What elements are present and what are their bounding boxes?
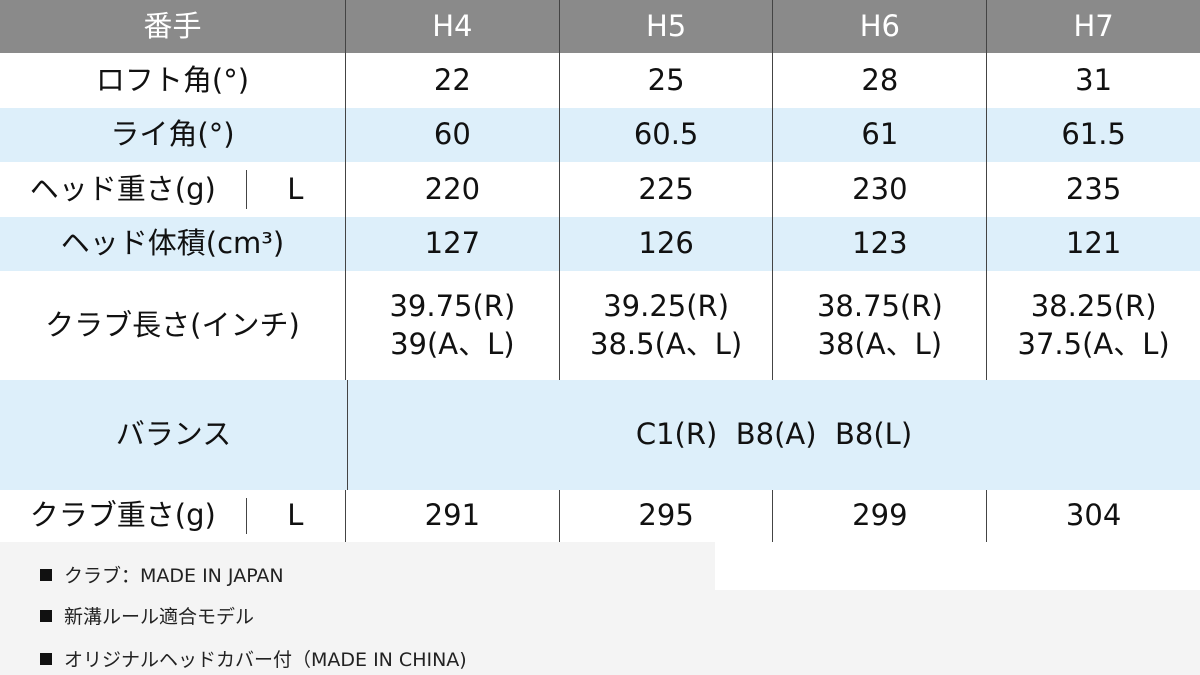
blank-area xyxy=(715,542,1200,590)
cell: 60.5 xyxy=(558,108,773,162)
length-r: 39.25(R) xyxy=(603,288,730,323)
length-al: 38(A、L) xyxy=(817,326,943,361)
length-al: 37.5(A、L) xyxy=(1017,326,1170,361)
cell: 22 xyxy=(344,53,559,108)
cell: 235 xyxy=(986,162,1200,217)
cell: 127 xyxy=(344,217,559,271)
table-row: ヘッド体積(cm³) 127 126 123 121 xyxy=(0,217,1200,271)
row-label: ヘッド体積(cm³) xyxy=(60,226,285,261)
header-h5: H5 xyxy=(558,0,773,53)
header-label: 番手 xyxy=(143,8,202,43)
cell: 38.25(R) 37.5(A、L) xyxy=(986,271,1200,380)
balance-cell: C1(R) B8(A) B8(L) xyxy=(347,380,1200,490)
header-h4: H4 xyxy=(344,0,559,53)
cell: 299 xyxy=(772,490,986,542)
cell: 38.75(R) 38(A、L) xyxy=(772,271,986,380)
cell: 126 xyxy=(558,217,773,271)
note-item: クラブ：MADE IN JAPAN xyxy=(40,561,284,588)
table-row: ヘッド重さ(g) L 220 225 230 235 xyxy=(0,162,1200,217)
cell: 25 xyxy=(558,53,773,108)
cell: 121 xyxy=(986,217,1200,271)
cell: 295 xyxy=(558,490,773,542)
cell: 61 xyxy=(772,108,986,162)
cell: 60 xyxy=(344,108,559,162)
bullet-square-icon xyxy=(40,568,52,581)
table-row: ロフト角(°) 22 25 28 31 xyxy=(0,53,1200,108)
cell: 225 xyxy=(558,162,773,217)
header-h7: H7 xyxy=(986,0,1200,53)
row-label: ロフト角(°) xyxy=(95,62,250,97)
length-r: 39.75(R) xyxy=(389,288,516,323)
length-r: 38.25(R) xyxy=(1030,288,1157,323)
cell: 39.75(R) 39(A、L) xyxy=(344,271,559,380)
header-h6: H6 xyxy=(772,0,986,53)
note-text: クラブ：MADE IN JAPAN xyxy=(64,565,284,587)
header-row: 番手 H4 H5 H6 H7 xyxy=(0,0,1200,53)
length-al: 39(A、L) xyxy=(390,326,515,361)
cell: 28 xyxy=(772,53,986,108)
note-text: オリジナルヘッドカバー付（MADE IN CHINA) xyxy=(64,649,467,671)
row-sublabel: L xyxy=(245,490,345,542)
note-item: オリジナルヘッドカバー付（MADE IN CHINA) xyxy=(40,645,467,672)
notes: クラブ：MADE IN JAPAN 新溝ルール適合モデル オリジナルヘッドカバー… xyxy=(0,542,715,675)
note-text: 新溝ルール適合モデル xyxy=(64,606,255,628)
table-row: ライ角(°) 60 60.5 61 61.5 xyxy=(0,108,1200,162)
table-row: バランス C1(R) B8(A) B8(L) xyxy=(0,380,1200,490)
cell: 31 xyxy=(986,53,1200,108)
bullet-square-icon xyxy=(40,609,52,622)
row-label: ヘッド重さ(g) xyxy=(29,171,216,206)
table-row: クラブ重さ(g) L 291 295 299 304 xyxy=(0,490,1200,542)
row-label: ライ角(°) xyxy=(110,117,235,152)
row-label: クラブ重さ(g) xyxy=(29,498,216,533)
cell: 220 xyxy=(344,162,559,217)
cell: 39.25(R) 38.5(A、L) xyxy=(558,271,773,380)
cell: 230 xyxy=(772,162,986,217)
cell: 291 xyxy=(344,490,559,542)
row-label: クラブ長さ(インチ) xyxy=(45,307,300,342)
note-item: 新溝ルール適合モデル xyxy=(40,602,254,629)
length-al: 38.5(A、L) xyxy=(590,326,743,361)
row-sublabel: L xyxy=(245,162,345,217)
row-label: バランス xyxy=(115,417,232,452)
bullet-square-icon xyxy=(40,652,52,665)
cell: 61.5 xyxy=(986,108,1200,162)
table-row: クラブ長さ(インチ) 39.75(R) 39(A、L) 39.25(R) 38.5(… xyxy=(0,271,1200,380)
length-r: 38.75(R) xyxy=(816,288,943,323)
cell: 123 xyxy=(772,217,986,271)
cell: 304 xyxy=(986,490,1200,542)
